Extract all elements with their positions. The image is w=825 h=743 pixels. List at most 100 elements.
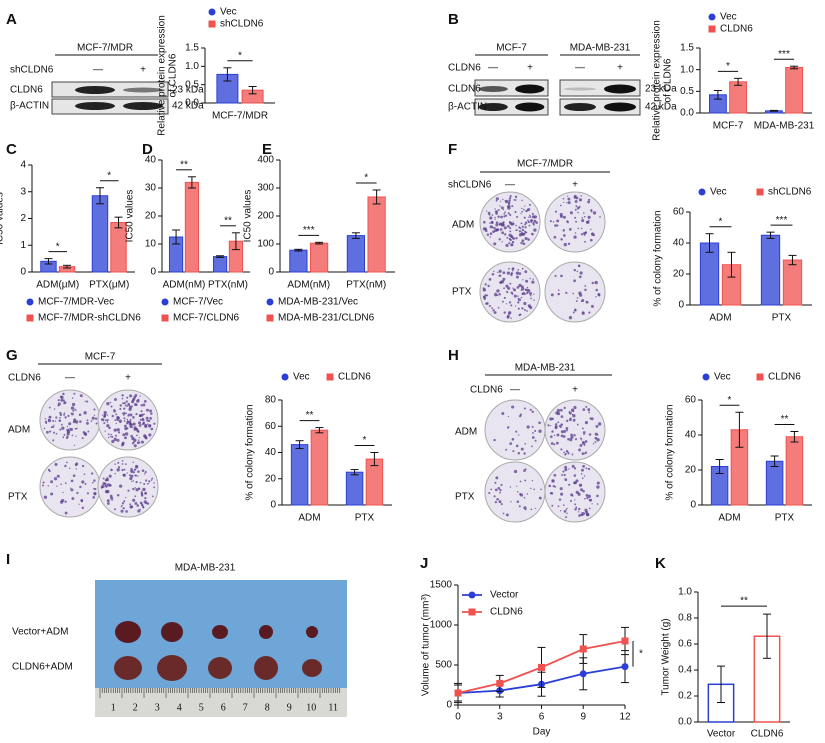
significance-label: ** — [306, 410, 314, 421]
colony — [493, 242, 497, 246]
x-tick-label: Vector — [707, 729, 736, 740]
colony — [64, 416, 67, 419]
colony — [86, 400, 89, 403]
colony — [150, 412, 153, 415]
y-axis-title: Relative protein expression — [652, 20, 663, 141]
colony — [597, 422, 602, 426]
colony — [520, 285, 524, 289]
plate — [544, 461, 606, 523]
colony — [567, 452, 570, 455]
colony — [52, 419, 55, 422]
colony — [129, 405, 133, 409]
ruler-label: 7 — [243, 702, 248, 713]
row-label: ADM — [455, 427, 477, 438]
colony — [531, 432, 534, 434]
colony — [102, 481, 106, 485]
ruler-label: 2 — [133, 702, 138, 713]
y-tick-label: 40 — [265, 447, 277, 458]
legend-label: shCLDN6 — [768, 187, 812, 198]
colony — [64, 464, 67, 468]
colony — [524, 270, 528, 274]
colony — [101, 414, 103, 416]
ruler-label: 10 — [306, 702, 316, 713]
colony — [500, 503, 503, 506]
colony — [128, 404, 131, 407]
colony — [508, 242, 511, 245]
colony — [580, 513, 582, 516]
colony — [503, 311, 506, 314]
colony — [114, 463, 116, 465]
significance-label: * — [639, 648, 643, 659]
colony — [141, 417, 144, 421]
colony — [493, 495, 496, 498]
colony — [129, 418, 132, 421]
panel-label: J — [420, 555, 428, 572]
colony — [566, 202, 568, 204]
colony — [520, 241, 523, 245]
colony — [509, 227, 512, 230]
colony — [584, 452, 586, 455]
colony — [57, 404, 60, 407]
colony — [140, 490, 143, 493]
colony — [107, 436, 110, 439]
colony — [582, 489, 585, 493]
colony — [68, 467, 71, 470]
colony — [567, 195, 569, 197]
colony — [116, 438, 120, 442]
colony — [135, 488, 139, 492]
lane-label: + — [572, 385, 578, 396]
colony — [497, 486, 501, 490]
colony — [113, 428, 117, 432]
colony — [587, 200, 591, 204]
band — [604, 102, 636, 112]
colony — [575, 220, 578, 223]
colony — [581, 441, 586, 445]
colony — [491, 214, 494, 216]
colony — [599, 216, 601, 218]
colony — [517, 307, 520, 310]
colony — [516, 215, 519, 218]
colony — [521, 225, 524, 228]
colony — [578, 483, 583, 487]
y-axis-title: Tumor Weight (g) — [661, 618, 672, 695]
colony — [531, 436, 535, 439]
colony — [132, 400, 134, 402]
colony — [488, 304, 491, 308]
colony — [523, 232, 526, 235]
legend-label: Vec — [720, 12, 737, 23]
colony — [86, 419, 89, 422]
colony — [94, 417, 98, 420]
colony — [529, 214, 531, 217]
y-tick-label: 40 — [685, 430, 697, 441]
colony — [59, 416, 61, 419]
band — [478, 86, 508, 92]
colony — [554, 210, 558, 213]
bar — [785, 436, 804, 506]
panel-label: D — [142, 141, 153, 158]
y-tick-label: 1.5 — [185, 43, 199, 54]
colony — [581, 511, 584, 514]
colony — [529, 291, 533, 295]
colony — [497, 306, 500, 309]
bar — [345, 471, 364, 506]
colony — [95, 422, 98, 425]
colony — [121, 397, 124, 400]
colony — [84, 400, 87, 402]
x-tick-label: ADM — [709, 313, 731, 324]
colony — [123, 420, 126, 422]
colony — [530, 508, 533, 511]
colony — [587, 494, 591, 498]
y-tick-label: 60 — [673, 207, 685, 218]
colony — [538, 496, 542, 500]
y-tick-label: 500 — [435, 660, 452, 671]
colony — [552, 221, 555, 223]
colony — [588, 410, 590, 412]
colony — [576, 206, 580, 210]
colony — [589, 498, 593, 502]
colony — [81, 437, 84, 440]
colony — [103, 422, 106, 425]
colony — [61, 426, 65, 430]
y-tick-label: 1.0 — [680, 64, 694, 75]
colony — [515, 275, 519, 279]
colony — [506, 315, 510, 319]
